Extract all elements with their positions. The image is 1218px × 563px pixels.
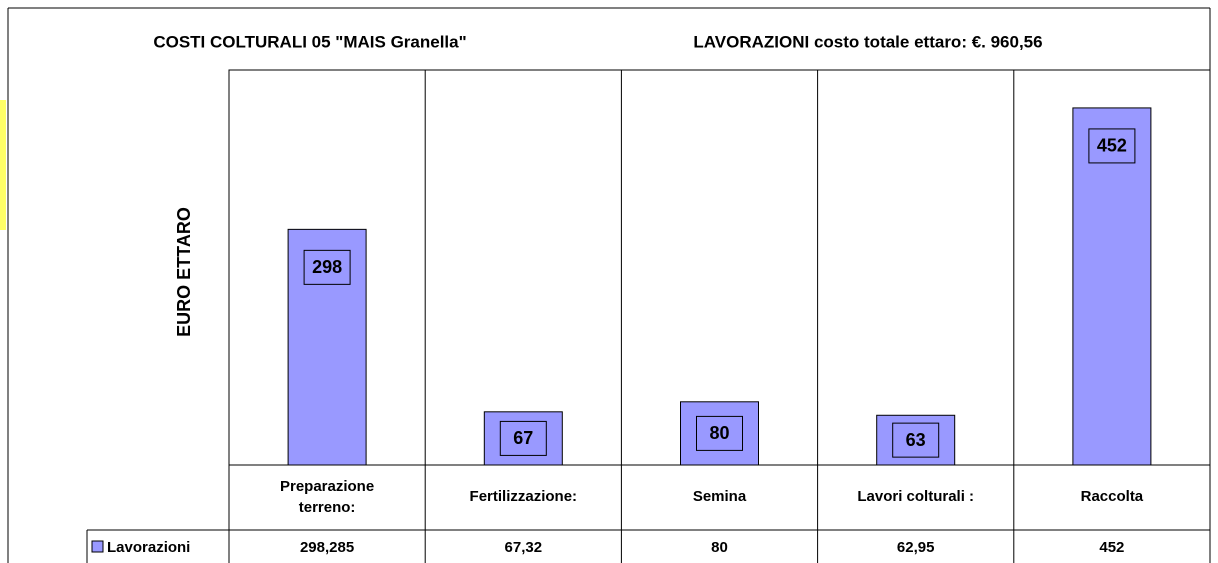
x-tick-label: Fertilizzazione:	[470, 488, 578, 505]
table-cell: 80	[711, 539, 728, 556]
table-cell: 67,32	[505, 539, 543, 556]
bar	[483, 411, 563, 466]
bar	[680, 401, 759, 466]
decoration	[0, 100, 6, 230]
data-label-box	[892, 422, 940, 458]
data-label: 63	[906, 430, 926, 450]
bar	[1072, 107, 1152, 466]
bar	[287, 228, 367, 466]
x-tick-label: Raccolta	[1081, 488, 1144, 505]
data-label: 80	[709, 423, 729, 443]
legend-key	[91, 540, 104, 553]
data-label: 298	[312, 257, 342, 277]
table-cell: 62,95	[897, 539, 935, 556]
y-axis-label: EURO ETTARO	[174, 207, 194, 337]
x-tick-label: Lavori colturali :	[857, 488, 974, 505]
data-label: 67	[513, 428, 533, 448]
x-tick-label: Preparazione terreno:	[280, 478, 374, 516]
table-cell: 452	[1099, 539, 1124, 556]
legend-label: Lavorazioni	[107, 539, 190, 556]
x-tick-label: Semina	[693, 488, 747, 505]
data-label-box	[499, 420, 547, 456]
data-label: 452	[1097, 136, 1127, 156]
data-label-box	[303, 249, 351, 285]
data-label-box	[696, 415, 743, 451]
table-cell: 298,285	[300, 539, 354, 556]
chart-title: COSTI COLTURALI 05 "MAIS Granella"	[153, 32, 466, 51]
chart-subtitle: LAVORAZIONI costo totale ettaro: €. 960,…	[693, 32, 1042, 51]
data-label-box	[1088, 128, 1136, 164]
